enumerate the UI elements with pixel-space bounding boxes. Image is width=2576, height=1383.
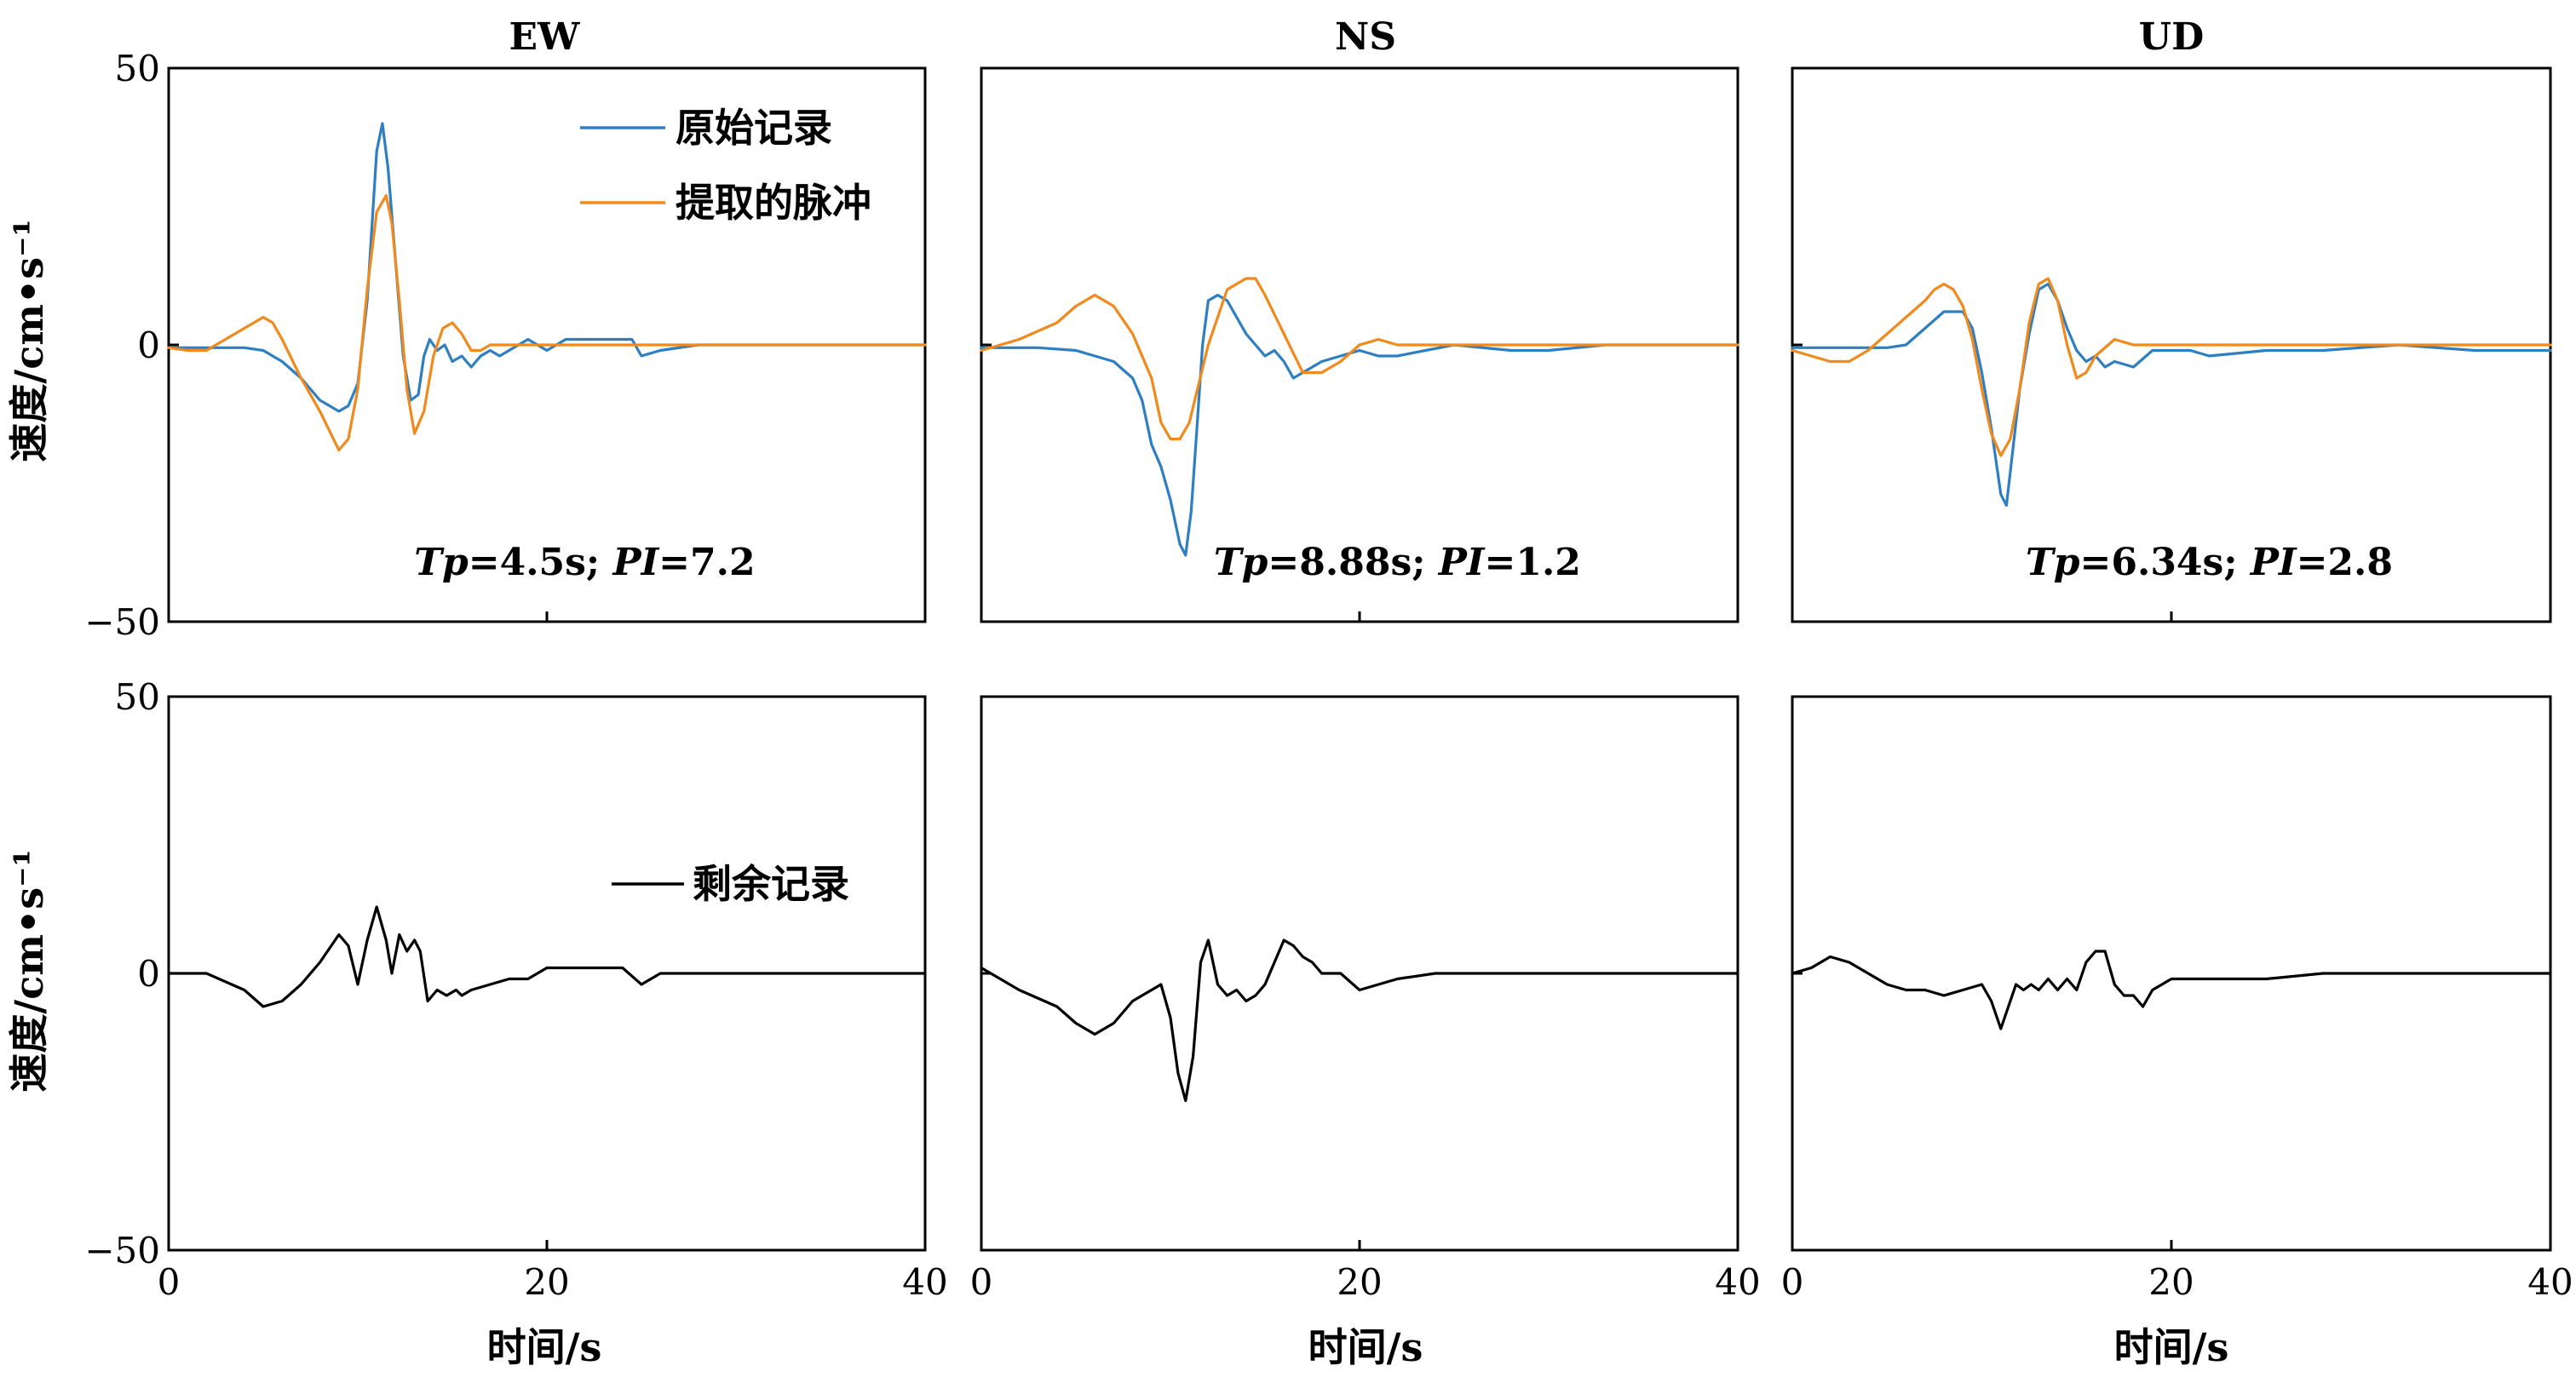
legend: 剩余记录 <box>612 861 849 907</box>
annotation-value: =7.2 <box>658 541 755 584</box>
x-tick-label: 20 <box>1337 1261 1382 1303</box>
y-tick-label: 0 <box>137 953 160 995</box>
legend-label: 剩余记录 <box>693 861 849 907</box>
x-axis-label-ud: 时间/s <box>2114 1324 2229 1370</box>
series-line-a <box>1791 950 2552 1030</box>
legend-label: 提取的脉冲 <box>676 180 871 226</box>
annotation-symbol: Tp <box>2026 541 2080 584</box>
series-line-a <box>980 938 1739 1103</box>
panel-ns-bottom: 0 20 40 <box>970 695 1761 1303</box>
annotation-symbol: PI <box>1437 541 1486 584</box>
pulse-annotation: Tp=4.5s; PI=7.2 <box>414 541 755 584</box>
column-title-ns: NS <box>1335 15 1396 59</box>
series-line-b <box>1791 277 2552 457</box>
legend-label: 原始记录 <box>676 105 832 151</box>
y-tick-label: −50 <box>84 1230 160 1271</box>
annotation-symbol: PI <box>2249 541 2297 584</box>
annotation-value: =8.88s; <box>1268 541 1438 584</box>
annotation-symbol: PI <box>611 541 659 584</box>
y-axis-label-bottom: 速度/cm•s⁻¹ <box>6 849 52 1092</box>
series-line-a <box>167 905 927 1008</box>
y-tick-label: 0 <box>137 324 160 366</box>
x-tick-label: 40 <box>1715 1261 1760 1303</box>
panel-ud-top: Tp=6.34s; PI=2.8 <box>1791 66 2552 623</box>
x-tick-label: 0 <box>1781 1261 1804 1303</box>
annotation-value: =1.2 <box>1484 541 1580 584</box>
annotation-symbol: Tp <box>414 541 469 584</box>
annotation-value: =2.8 <box>2297 541 2393 584</box>
y-tick-label: 50 <box>115 48 160 89</box>
series-line-b <box>980 277 1739 441</box>
x-tick-label: 40 <box>902 1261 947 1303</box>
panel-ud-bottom: 0 20 40 <box>1781 695 2573 1303</box>
series-line-b <box>167 193 927 452</box>
x-tick-label: 0 <box>158 1261 181 1303</box>
annotation-value: =4.5s; <box>469 541 613 584</box>
y-axis-label-top: 速度/cm•s⁻¹ <box>6 219 52 462</box>
series-line-a <box>167 122 927 413</box>
x-axis-label-ew: 时间/s <box>487 1324 602 1370</box>
column-title-ud: UD <box>2139 15 2205 59</box>
y-tick-label: −50 <box>84 601 160 643</box>
x-tick-label: 0 <box>970 1261 993 1303</box>
pulse-annotation: Tp=8.88s; PI=1.2 <box>1214 541 1581 584</box>
x-axis-label-ns: 时间/s <box>1308 1324 1423 1370</box>
pulse-annotation: Tp=6.34s; PI=2.8 <box>2026 541 2393 584</box>
x-tick-label: 20 <box>524 1261 569 1303</box>
x-tick-label: 40 <box>2527 1261 2573 1303</box>
annotation-value: =6.34s; <box>2080 541 2251 584</box>
annotation-symbol: Tp <box>1214 541 1268 584</box>
column-titles: EW NS UD <box>509 15 2205 59</box>
column-title-ew: EW <box>509 15 581 59</box>
x-tick-label: 20 <box>2148 1261 2194 1303</box>
panel-ns-top: Tp=8.88s; PI=1.2 <box>980 66 1739 623</box>
y-tick-label: 50 <box>115 676 160 718</box>
series-line-a <box>980 293 1739 557</box>
